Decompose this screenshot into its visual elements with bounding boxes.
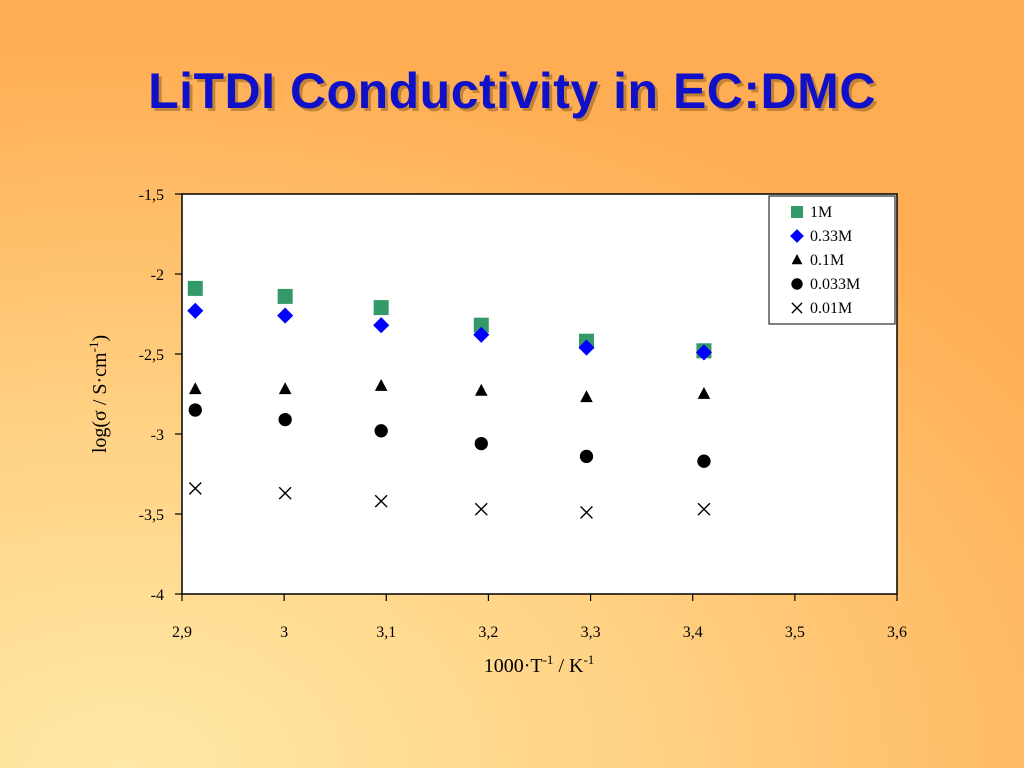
data-point <box>697 502 711 516</box>
data-point <box>374 494 388 508</box>
x-tick-label: 3,2 <box>478 624 498 641</box>
data-point <box>697 454 711 468</box>
data-point <box>188 403 202 417</box>
slide-title: LiTDI Conductivity in EC:DMC <box>148 63 876 119</box>
data-point <box>278 382 292 395</box>
data-point <box>473 317 489 333</box>
y-tick-label: -2 <box>151 267 164 284</box>
data-point <box>580 505 593 519</box>
data-point <box>278 486 292 500</box>
legend-marker <box>791 278 803 290</box>
data-point <box>579 449 594 464</box>
legend-box <box>768 195 896 325</box>
data-point <box>578 339 595 356</box>
data-point <box>188 481 202 495</box>
legend-marker <box>791 302 803 314</box>
y-axis-title: log(σ / S·cm-1) <box>86 335 111 453</box>
data-point <box>374 379 388 391</box>
x-tick-label: 3,6 <box>887 624 907 641</box>
data-point <box>277 288 293 304</box>
data-point <box>474 436 488 451</box>
y-tick-label: -4 <box>151 587 164 604</box>
legend-label: 0.01M <box>810 300 852 317</box>
x-tick-label: 3,1 <box>376 624 396 641</box>
data-point <box>277 307 294 324</box>
legend-marker <box>791 206 803 218</box>
y-tick-label: -1,5 <box>139 187 164 204</box>
data-point <box>187 280 203 296</box>
x-tick-label: 3 <box>280 624 288 641</box>
legend-marker <box>790 229 804 243</box>
y-tick-label: -3 <box>151 427 164 444</box>
legend-label: 0.033M <box>810 276 860 293</box>
data-point <box>187 302 204 319</box>
data-point <box>188 382 202 395</box>
data-point <box>474 383 488 396</box>
y-tick-label: -2,5 <box>139 347 164 364</box>
y-tick-label: -3,5 <box>139 507 164 524</box>
data-point <box>695 344 712 361</box>
data-point <box>474 502 488 516</box>
legend-label: 0.1M <box>810 252 844 269</box>
legend-label: 0.33M <box>810 228 852 245</box>
x-axis-title: 1000·T-1 / K-1 <box>484 652 595 677</box>
legend: 1M 0.33M 0.1M 0.033M 0.01M <box>768 195 896 325</box>
data-point <box>373 317 390 334</box>
data-point <box>473 326 490 343</box>
x-tick-label: 3,4 <box>683 624 703 641</box>
legend-label: 1M <box>810 204 832 221</box>
data-point <box>580 390 593 403</box>
data-point <box>697 387 711 399</box>
data-point <box>278 412 292 427</box>
axes: 2,9 3 3,1 3,2 3,3 3,4 3,5 3,6 -1,5 -2 -2,5 -3 -3,5 -4 <box>139 187 907 641</box>
x-tick-label: 2,9 <box>172 624 192 641</box>
data-marks <box>187 280 712 519</box>
legend-marker <box>791 254 803 265</box>
x-tick-label: 3,5 <box>785 624 805 641</box>
x-tick-label: 3,3 <box>581 624 601 641</box>
data-point <box>374 424 388 438</box>
data-point <box>373 300 389 316</box>
